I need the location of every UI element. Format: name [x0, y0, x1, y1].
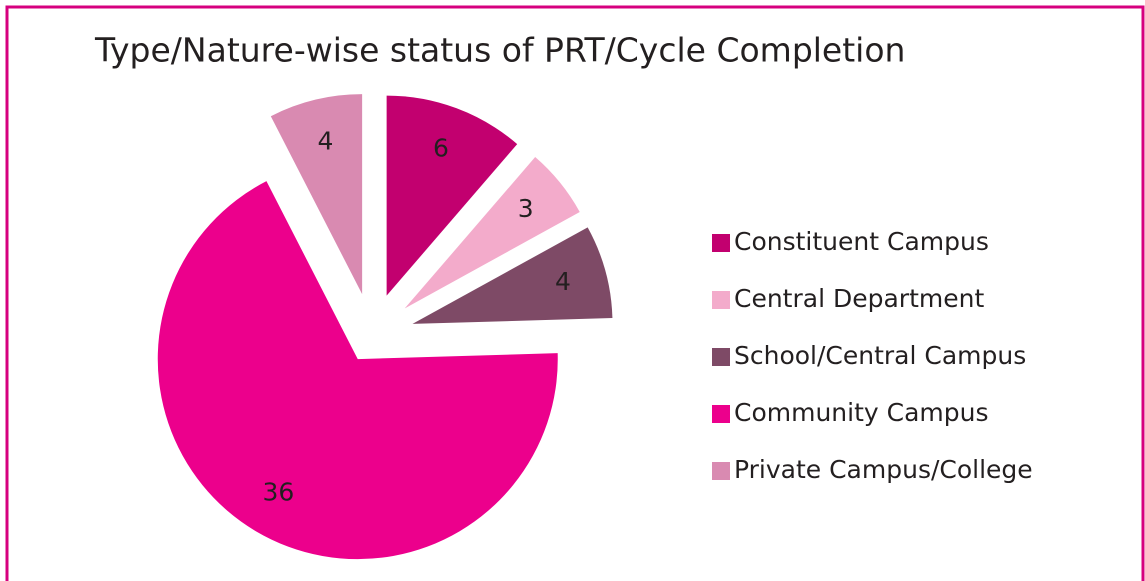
- data-label: 6: [433, 133, 449, 162]
- data-label: 4: [318, 127, 334, 156]
- pie-slice: [386, 95, 518, 296]
- legend-label: School/Central Campus: [734, 341, 1026, 370]
- data-label: 4: [555, 267, 571, 296]
- pie-slice: [270, 94, 363, 295]
- legend-swatch: [712, 405, 730, 423]
- legend-label: Central Department: [734, 284, 984, 313]
- legend-swatch: [712, 348, 730, 366]
- legend-label: Constituent Campus: [734, 227, 989, 256]
- chart-title: Type/Nature-wise status of PRT/Cycle Com…: [94, 31, 905, 70]
- legend-label: Community Campus: [734, 398, 989, 427]
- data-label: 36: [263, 477, 295, 506]
- legend-label: Private Campus/College: [734, 455, 1033, 484]
- pie-slice: [404, 157, 580, 309]
- legend-swatch: [712, 234, 730, 252]
- data-label: 3: [518, 194, 534, 223]
- legend-swatch: [712, 291, 730, 309]
- pie-slice: [157, 181, 558, 560]
- legend-swatch: [712, 462, 730, 480]
- pie-slice: [412, 227, 613, 324]
